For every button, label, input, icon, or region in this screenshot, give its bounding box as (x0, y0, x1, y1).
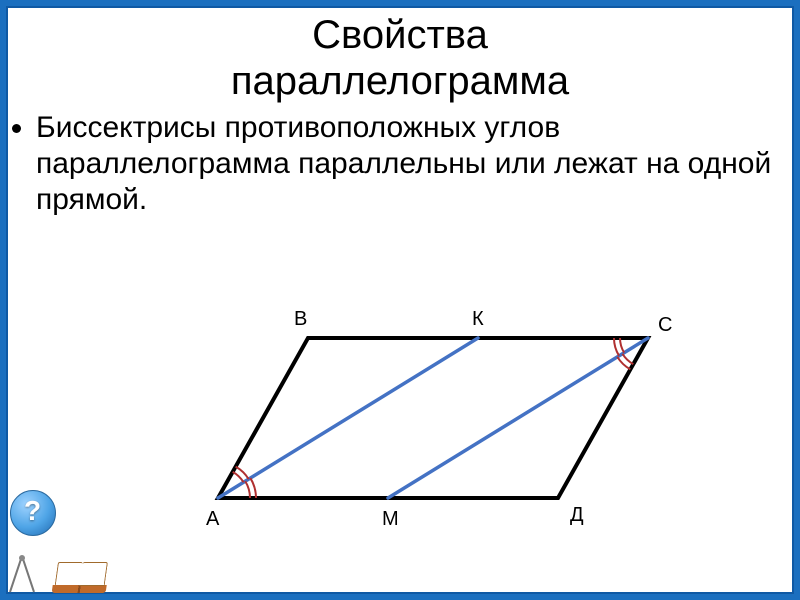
vertex-label-M: М (382, 508, 399, 531)
title-line-1: Свойства (312, 13, 488, 57)
help-globe-icon (10, 490, 90, 590)
book-icon (54, 562, 108, 590)
vertex-label-C: С (658, 314, 672, 337)
globe-icon (10, 490, 56, 536)
vertex-label-K: К (472, 308, 484, 331)
bullet-1: Биссектрисы противоположных углов паралл… (36, 110, 792, 218)
title-line-2: параллелограмма (231, 59, 569, 103)
vertex-label-A: А (206, 508, 219, 531)
slide-inner: Свойства параллелограмма Биссектрисы про… (6, 6, 794, 594)
body-text: Биссектрисы противоположных углов паралл… (8, 110, 792, 218)
compass-icon (4, 552, 40, 594)
diagram-area: А В С Д К М (8, 268, 792, 592)
slide-frame: Свойства параллелограмма Биссектрисы про… (0, 0, 800, 600)
vertex-label-B: В (294, 308, 307, 331)
parallelogram-diagram (158, 278, 678, 538)
slide-title: Свойства параллелограмма (8, 12, 792, 104)
vertex-label-D: Д (570, 504, 584, 527)
